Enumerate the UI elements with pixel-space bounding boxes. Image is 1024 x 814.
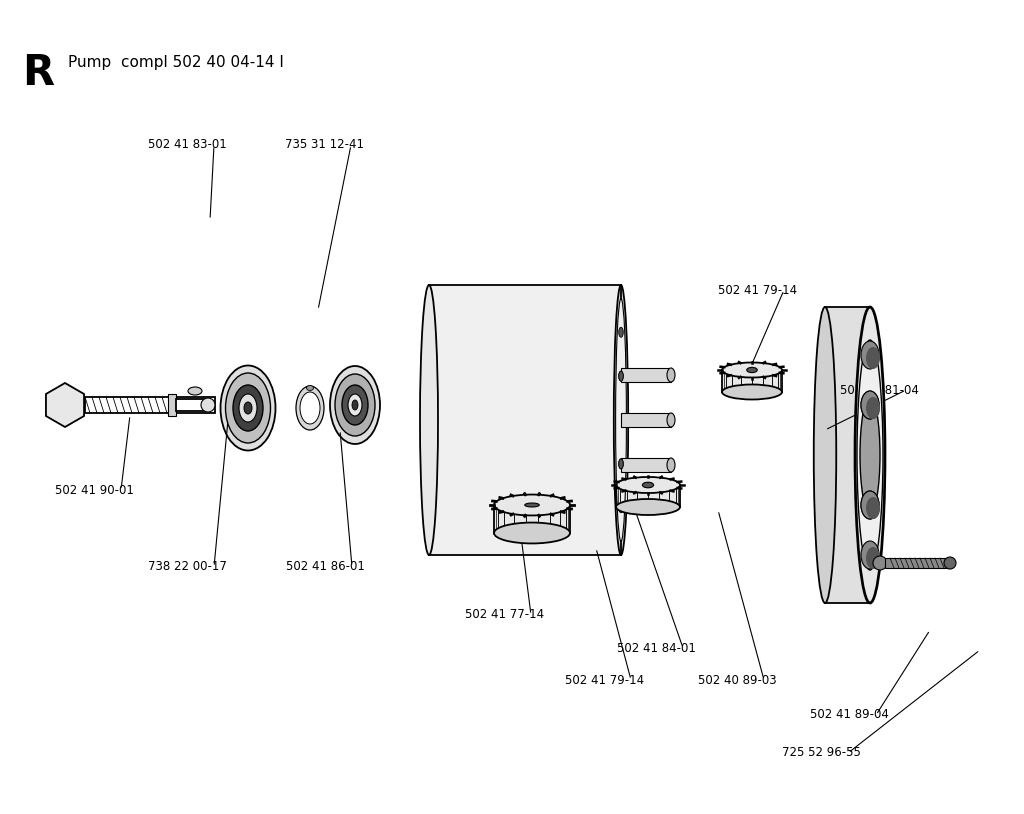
- Bar: [176, 399, 206, 411]
- Bar: [429, 285, 621, 555]
- Ellipse shape: [861, 491, 879, 519]
- Ellipse shape: [618, 371, 624, 381]
- Ellipse shape: [618, 503, 624, 513]
- Ellipse shape: [618, 459, 624, 469]
- Ellipse shape: [642, 482, 653, 488]
- Ellipse shape: [239, 394, 257, 422]
- Ellipse shape: [188, 387, 202, 395]
- Ellipse shape: [866, 397, 880, 419]
- Text: 735 31 12-41: 735 31 12-41: [285, 138, 364, 151]
- Ellipse shape: [352, 400, 358, 410]
- Ellipse shape: [233, 385, 263, 431]
- Text: 502 41 90-01: 502 41 90-01: [55, 484, 134, 497]
- Bar: [616, 485, 680, 507]
- Ellipse shape: [335, 374, 375, 436]
- Ellipse shape: [494, 495, 570, 515]
- Bar: [722, 370, 782, 392]
- Ellipse shape: [667, 458, 675, 472]
- Ellipse shape: [722, 384, 782, 400]
- Bar: [885, 558, 950, 568]
- Ellipse shape: [618, 327, 624, 337]
- Ellipse shape: [873, 556, 887, 570]
- Text: 725 52 96-55: 725 52 96-55: [782, 746, 861, 759]
- Ellipse shape: [866, 397, 880, 419]
- Ellipse shape: [722, 362, 782, 378]
- Text: 502 40 89-03: 502 40 89-03: [698, 673, 776, 686]
- Ellipse shape: [613, 285, 628, 555]
- Ellipse shape: [348, 394, 362, 416]
- Bar: [494, 505, 570, 533]
- Text: 502 41 81-04: 502 41 81-04: [840, 383, 919, 396]
- Ellipse shape: [667, 368, 675, 382]
- Ellipse shape: [225, 373, 270, 443]
- Ellipse shape: [618, 371, 624, 381]
- Ellipse shape: [814, 307, 837, 603]
- Text: 502 41 79-14: 502 41 79-14: [565, 673, 644, 686]
- Ellipse shape: [244, 402, 252, 414]
- Ellipse shape: [861, 541, 879, 569]
- Ellipse shape: [746, 367, 758, 373]
- Ellipse shape: [860, 397, 880, 513]
- Ellipse shape: [306, 386, 313, 391]
- Text: 738 22 00-17: 738 22 00-17: [148, 561, 227, 574]
- Ellipse shape: [866, 547, 880, 569]
- Bar: [168, 394, 176, 416]
- Text: 502 41 83-01: 502 41 83-01: [148, 138, 226, 151]
- Text: 502 41 89-04: 502 41 89-04: [810, 708, 889, 721]
- Ellipse shape: [220, 365, 275, 450]
- Polygon shape: [46, 383, 84, 427]
- Ellipse shape: [866, 497, 880, 519]
- Ellipse shape: [861, 391, 879, 419]
- Text: R: R: [22, 52, 54, 94]
- Ellipse shape: [300, 392, 319, 424]
- Text: Pump  compl 502 40 04-14 I: Pump compl 502 40 04-14 I: [68, 55, 284, 70]
- Text: 502 41 86-01: 502 41 86-01: [286, 561, 365, 574]
- Ellipse shape: [861, 391, 879, 419]
- Ellipse shape: [615, 299, 627, 541]
- Ellipse shape: [616, 477, 680, 493]
- Ellipse shape: [330, 366, 380, 444]
- Ellipse shape: [857, 340, 883, 570]
- Text: 502 41 79-14: 502 41 79-14: [718, 283, 797, 296]
- Text: 502 41 77-14: 502 41 77-14: [465, 609, 544, 622]
- Ellipse shape: [342, 385, 368, 425]
- Ellipse shape: [420, 285, 438, 555]
- Bar: [621, 413, 671, 427]
- Ellipse shape: [855, 307, 885, 603]
- Ellipse shape: [861, 341, 879, 369]
- Ellipse shape: [494, 523, 570, 544]
- Text: 502 41 84-01: 502 41 84-01: [617, 641, 696, 654]
- Ellipse shape: [616, 499, 680, 515]
- Ellipse shape: [866, 347, 880, 369]
- Ellipse shape: [944, 557, 956, 569]
- Bar: [85, 397, 215, 413]
- Bar: [825, 307, 870, 603]
- Bar: [621, 458, 671, 472]
- Circle shape: [201, 398, 215, 412]
- Ellipse shape: [861, 491, 879, 519]
- Ellipse shape: [524, 503, 540, 507]
- Ellipse shape: [866, 497, 880, 519]
- Ellipse shape: [667, 413, 675, 427]
- Ellipse shape: [296, 386, 324, 430]
- Ellipse shape: [618, 459, 624, 469]
- Bar: [621, 368, 671, 382]
